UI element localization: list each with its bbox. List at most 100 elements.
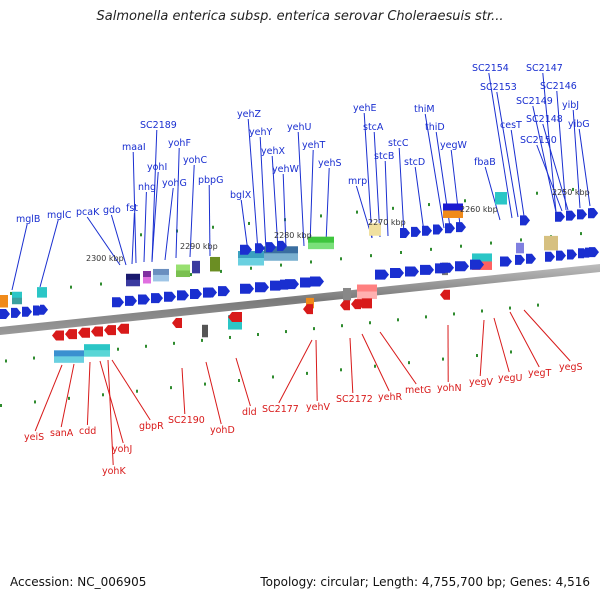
forward-gene-arrow [390,268,404,279]
forward-gene-label: maaI [122,142,146,153]
forward-gene-arrow [125,295,137,306]
forward-gene-arrow [177,290,189,301]
reverse-gene-arrow [52,330,64,341]
feature-block [126,273,140,281]
forward-gene-arrow [433,224,443,235]
forward-leader-line [86,216,121,266]
tick-mark [460,244,462,248]
forward-leader-line [151,129,158,263]
forward-leader-line [175,147,180,259]
reverse-gene-label: gbpR [139,421,164,432]
reverse-gene-label: yohN [437,383,462,394]
forward-gene-arrow [445,223,455,234]
reverse-leader-line [315,339,318,402]
tick-mark [204,382,206,386]
scale-label: 2300 kbp [86,254,124,263]
scale-label: 2260 kbp [460,205,498,214]
forward-leader-line [132,151,137,264]
forward-gene-arrow [240,244,252,255]
forward-leader-line [309,149,314,246]
forward-gene-label: stcB [374,151,394,162]
forward-leader-line [424,113,445,229]
tick-mark [5,359,7,363]
forward-gene-label: yehS [318,158,342,169]
forward-gene-arrow [566,210,576,221]
feature-block [343,287,351,301]
forward-leader-line [164,187,174,261]
reverse-gene-label: SC2190 [168,415,205,426]
tick-mark [173,341,175,345]
reverse-gene-label: yegV [469,377,493,388]
feature-block [54,350,84,357]
tick-mark [70,285,72,289]
scale-label: 2290 kbp [180,242,218,251]
tick-mark [212,225,214,229]
forward-leader-line [510,129,525,217]
feature-block [176,264,190,272]
scale-label: 2270 kbp [368,218,406,227]
forward-gene-label: yehE [353,103,377,114]
feature-block [238,258,264,266]
tick-mark [285,330,287,334]
tick-mark [370,254,372,258]
tick-mark [374,364,376,368]
forward-gene-label: mglC [47,210,72,221]
tick-mark [220,269,222,273]
tick-mark [280,263,282,267]
tick-mark [397,318,399,322]
tick-mark [170,386,172,390]
forward-gene-label: cesT [500,120,522,131]
forward-gene-label: fbaB [474,157,496,168]
feature-block [0,295,8,308]
forward-gene-arrow [22,306,32,317]
feature-block [443,203,463,211]
reverse-leader-line [278,339,313,404]
reverse-leader-line [34,364,63,432]
reverse-gene-arrow [91,326,103,337]
forward-gene-arrow [440,262,454,273]
forward-leader-line [496,91,519,218]
forward-gene-arrow [240,283,254,294]
reverse-gene-arrow [228,312,242,323]
forward-gene-label: SC2147 [526,63,563,74]
forward-gene-label: SC2148 [526,114,563,125]
tick-mark [425,315,427,319]
reverse-gene-arrow [358,298,372,309]
forward-gene-label: fst [126,203,138,214]
scale-label: 2280 kbp [274,231,312,240]
reverse-leader-line [493,317,510,373]
feature-block [443,210,463,218]
feature-block [84,344,110,351]
tick-mark [201,338,203,342]
forward-gene-arrow [310,276,324,287]
feature-block [84,350,110,357]
tick-mark [476,354,478,358]
forward-gene-label: yegW [440,140,467,151]
gene-arrows [0,208,599,341]
tick-mark [33,356,35,360]
tick-mark [190,273,192,277]
forward-gene-arrow [411,226,421,237]
forward-gene-label: thiM [414,104,435,115]
tick-mark [229,335,231,339]
reverse-leader-line [479,319,485,377]
feature-block [210,256,220,272]
forward-gene-label: SC2150 [520,135,557,146]
reverse-leader-line [111,359,151,421]
reverse-gene-label: yohK [102,466,126,477]
feature-block [472,253,492,262]
reverse-leader-line [361,333,390,392]
feature-block [238,251,264,259]
forward-leader-line [131,212,135,265]
forward-leader-line [325,167,330,244]
reverse-gene-arrow [65,329,77,340]
tick-mark [248,221,250,225]
tick-mark [510,350,512,354]
genome-summary-text: Topology: circular; Length: 4,755,700 bp… [260,575,590,589]
feature-block [202,324,208,338]
forward-leader-line [363,112,373,239]
tick-mark [136,389,138,393]
forward-gene-arrow [556,250,566,261]
feature-block [176,270,190,278]
forward-leader-line [556,90,567,211]
